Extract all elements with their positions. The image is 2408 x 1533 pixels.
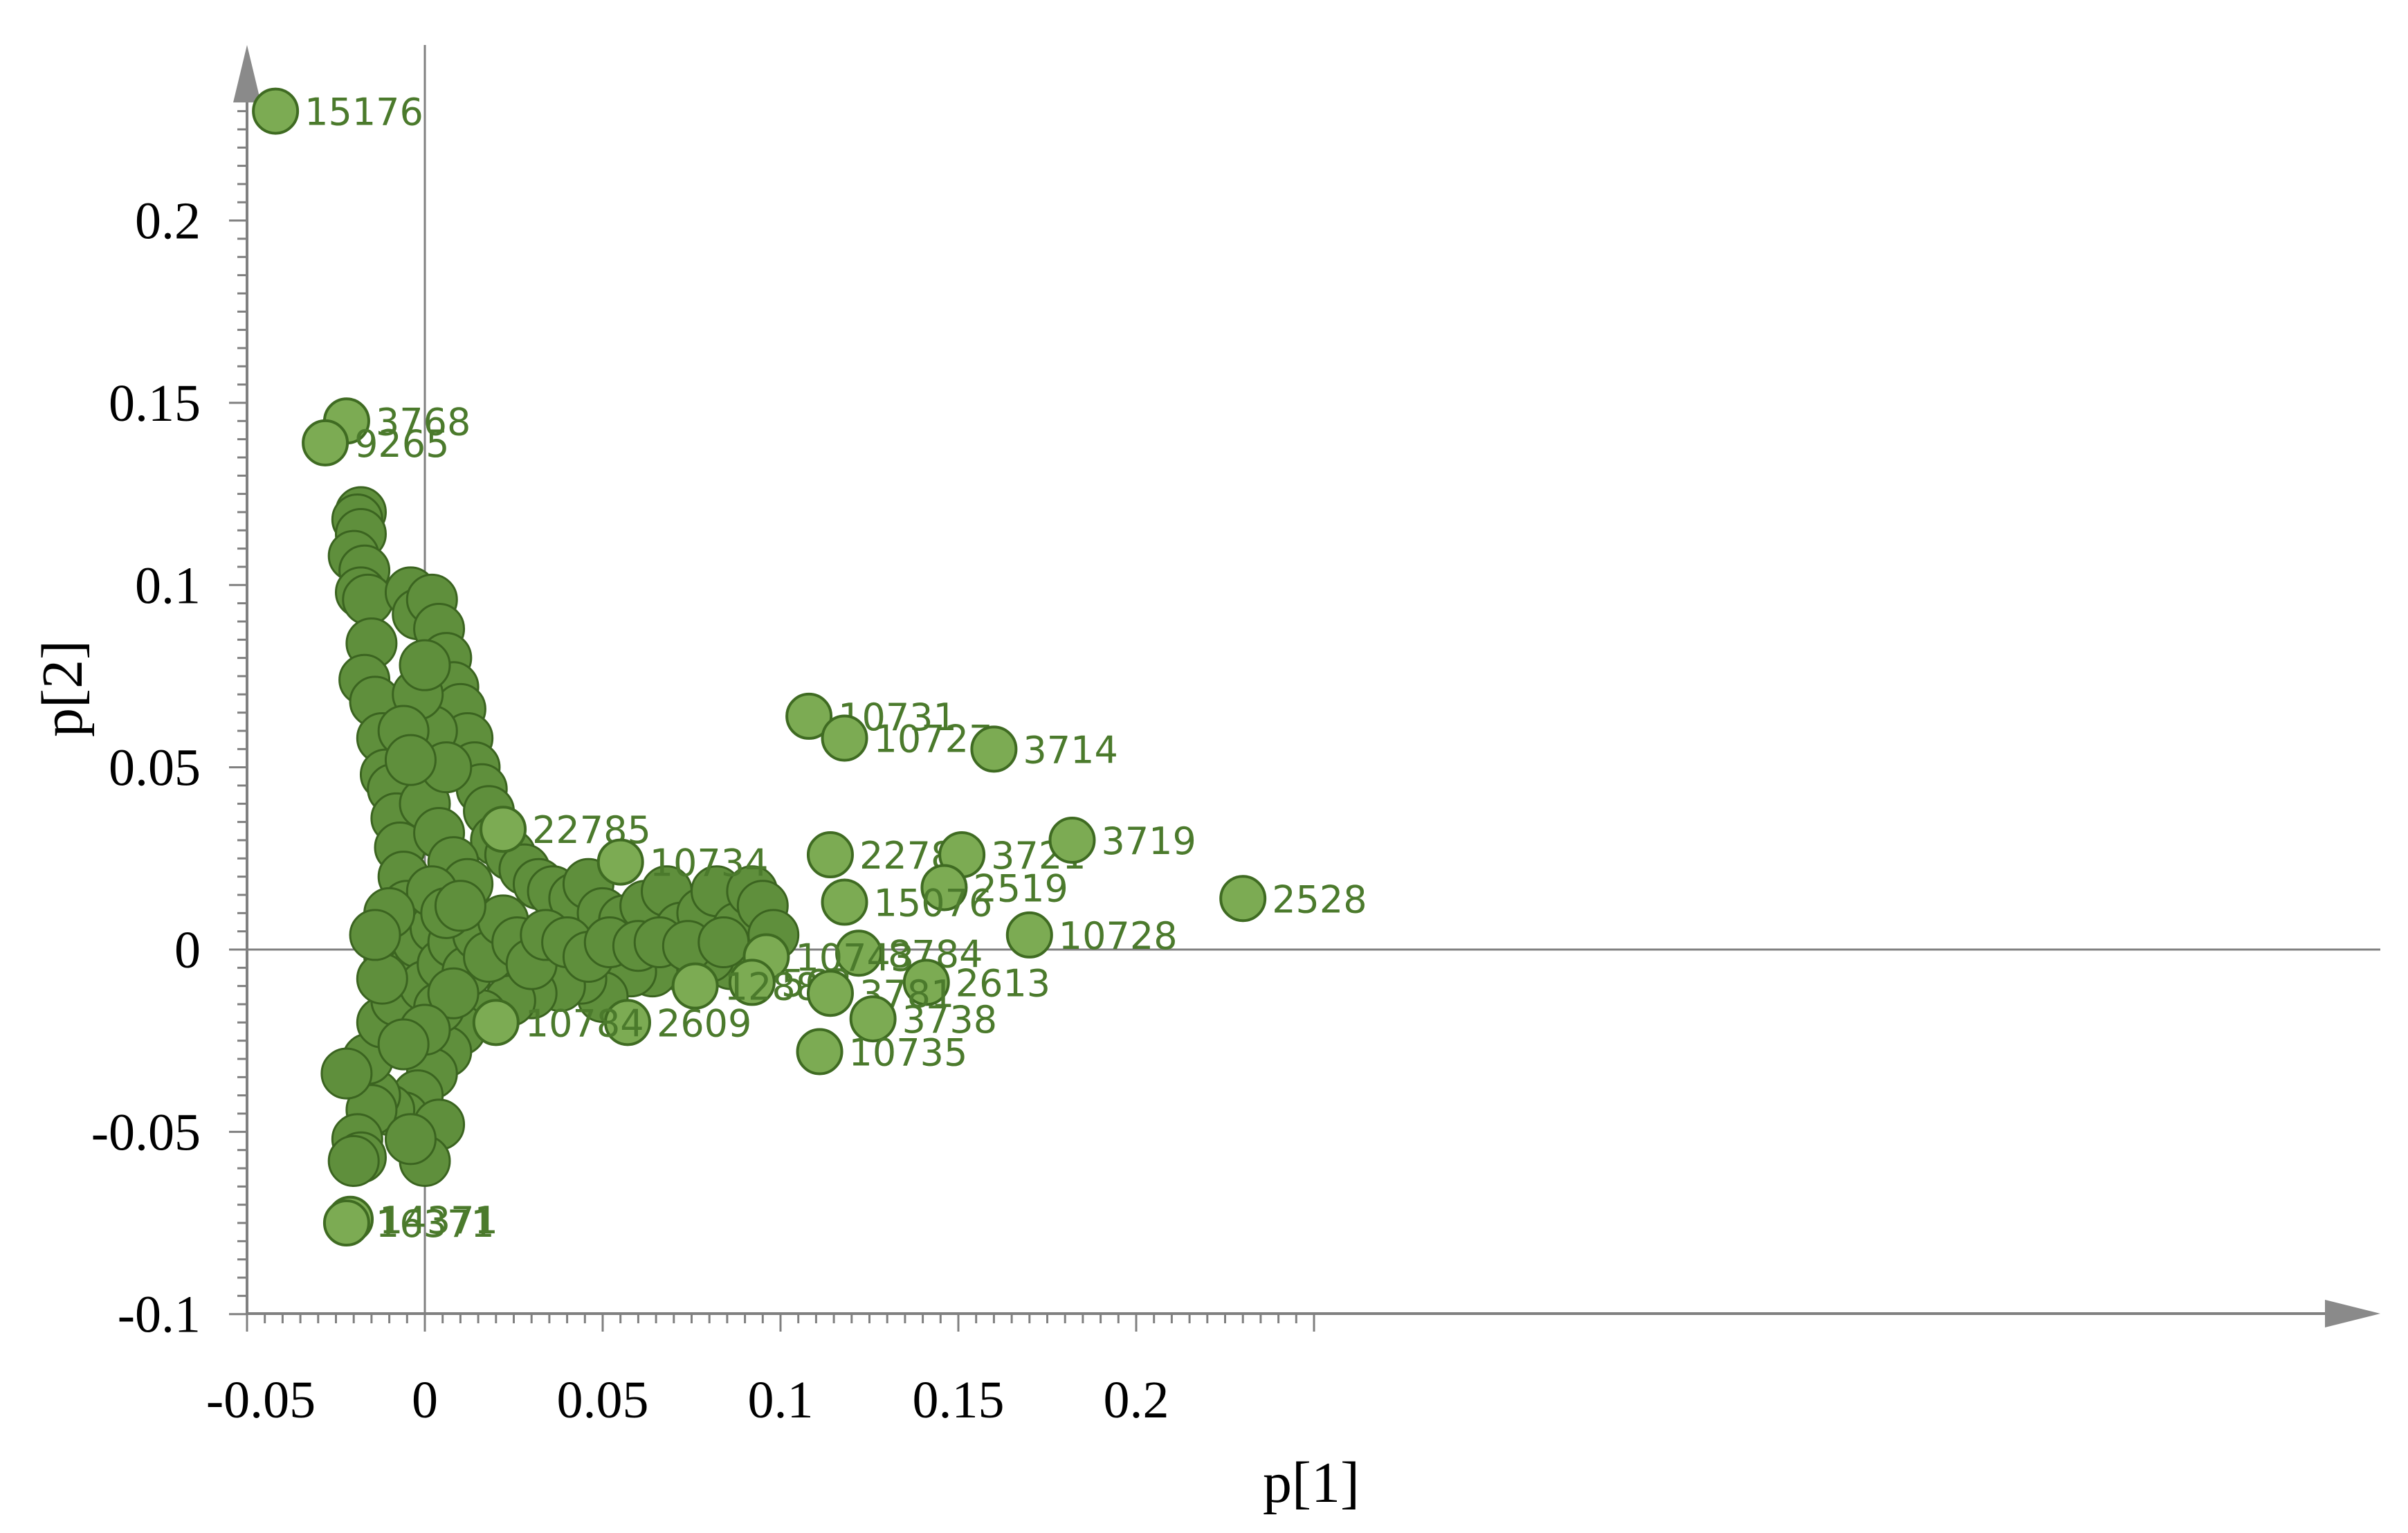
data-point [320, 1047, 373, 1100]
point-label: 2613 [956, 961, 1050, 1005]
point-label: 3719 [1101, 819, 1196, 863]
data-point [970, 725, 1018, 773]
point-label: 10743 [795, 936, 914, 980]
data-point [697, 916, 750, 968]
x-axis-arrow [2325, 1300, 2380, 1327]
data-point [835, 929, 883, 977]
point-cloud [320, 486, 800, 1187]
data-point [920, 864, 968, 911]
point-label: 2528 [1272, 878, 1367, 921]
data-point [821, 714, 868, 762]
data-point [728, 959, 776, 1006]
data-point [821, 878, 868, 926]
data-point [596, 838, 644, 886]
data-point [399, 639, 451, 691]
data-point [1048, 816, 1096, 864]
data-point [384, 734, 437, 786]
data-point [327, 1134, 380, 1187]
y-tick-label: 0 [174, 921, 201, 979]
data-point [1219, 875, 1267, 923]
y-tick-label: 0.05 [109, 739, 201, 797]
data-point [902, 959, 950, 1006]
x-tick-label: -0.05 [206, 1371, 316, 1429]
y-tick-label: 0.2 [135, 192, 201, 251]
y-axis-arrow [233, 45, 261, 102]
point-label: 16371 [376, 1202, 495, 1246]
point-label: 14371 [379, 1199, 498, 1242]
point-label: 10784 [525, 1001, 644, 1045]
data-point [472, 999, 520, 1046]
y-tick-label: -0.1 [118, 1286, 201, 1344]
axes: -0.05 0 0.05 0.1 0.15 0.2-0.1-0.0500.050.10.1… [91, 45, 2380, 1429]
x-tick-label: 0.2 [1104, 1371, 1169, 1429]
y-axis-title: p[2] [30, 640, 95, 737]
data-point [806, 831, 854, 879]
point-label: 3714 [1023, 728, 1118, 772]
point-label: 2609 [657, 1001, 751, 1045]
data-point [434, 880, 486, 932]
data-point [356, 952, 408, 1005]
data-point [252, 87, 300, 135]
x-tick-label: 0.15 [913, 1371, 1005, 1429]
point-label: 10728 [1059, 914, 1178, 958]
data-point [806, 970, 854, 1017]
data-point [603, 999, 651, 1046]
y-tick-label: 0.1 [135, 556, 201, 615]
data-point [1005, 911, 1053, 959]
data-point [796, 1028, 843, 1076]
data-point [671, 962, 719, 1010]
data-point [427, 967, 480, 1019]
point-label: 15076 [874, 882, 993, 925]
point-label: 9265 [354, 422, 449, 466]
point-label: 15176 [304, 91, 423, 134]
x-axis-title: p[1] [1263, 1451, 1360, 1515]
point-label: 10735 [849, 1031, 968, 1074]
point-label: 3768 [376, 400, 471, 444]
y-tick-label: -0.05 [91, 1103, 201, 1161]
data-point [384, 1113, 437, 1165]
point-label: 10734 [650, 842, 769, 885]
data-point [302, 419, 349, 466]
data-point [342, 573, 394, 626]
point-label: 3738 [902, 998, 997, 1042]
x-tick-label: 0.1 [748, 1371, 814, 1429]
data-point [785, 692, 833, 740]
data-point [349, 909, 401, 961]
x-tick-label: 0.05 [557, 1371, 649, 1429]
data-point [849, 995, 897, 1043]
point-label: 2519 [973, 867, 1068, 910]
data-point [377, 1018, 430, 1071]
y-tick-label: 0.15 [109, 374, 201, 433]
data-point [480, 806, 527, 853]
data-point [322, 1199, 370, 1247]
x-tick-label: 0 [412, 1371, 438, 1429]
